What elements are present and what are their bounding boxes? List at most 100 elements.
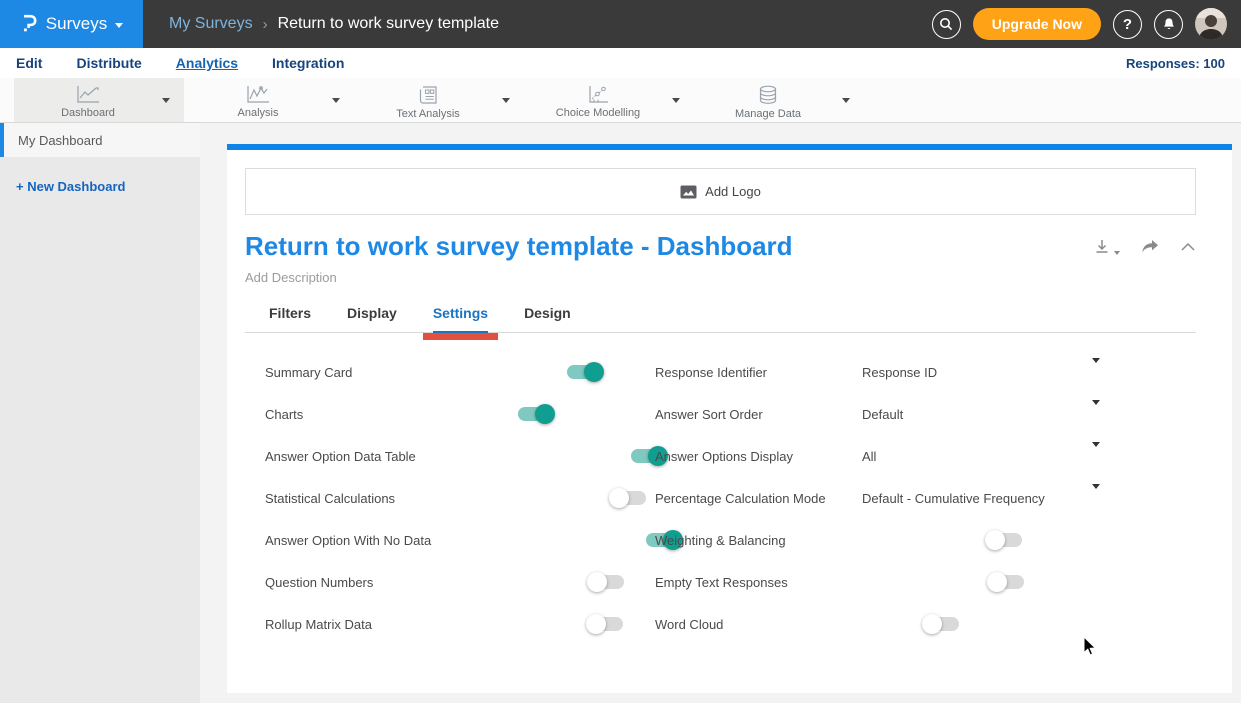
dropdown-caret-icon[interactable]: [1092, 400, 1100, 423]
setting-label: Word Cloud: [655, 616, 724, 632]
tab-settings-label: Settings: [432, 305, 489, 321]
analysis-dropdown-caret-icon[interactable]: [332, 97, 340, 103]
setting-row-question-numbers: Question Numbers: [245, 561, 655, 603]
database-icon: [759, 85, 777, 104]
chevron-down-icon: [115, 22, 124, 28]
toolbar-label: Text Analysis: [396, 107, 460, 120]
tab-display[interactable]: Display: [347, 305, 397, 321]
bell-icon: [1163, 17, 1174, 29]
setting-row-weighting-balancing: Weighting & Balancing: [655, 519, 1196, 561]
setting-label: Response Identifier: [655, 364, 768, 380]
toolbar-group-text-analysis: Text Analysis: [354, 78, 524, 122]
toolbar-label: Dashboard: [61, 107, 115, 119]
toggle-knob: [984, 530, 1005, 550]
statistical-calculations-toggle[interactable]: [609, 488, 647, 508]
download-caret-icon: [1114, 251, 1120, 255]
settings-panel: Summary Card Charts Answer Option Data T…: [245, 351, 1196, 645]
weighting-balancing-toggle[interactable]: [984, 530, 1022, 550]
nav-item-analytics[interactable]: Analytics: [175, 55, 239, 71]
breadcrumb-parent-link[interactable]: My Surveys: [169, 15, 253, 32]
toggle-knob: [922, 614, 943, 634]
tab-filters[interactable]: Filters: [269, 305, 312, 321]
red-annotation-marker: [422, 333, 499, 340]
toolbar-group-manage-data: Manage Data: [694, 78, 864, 122]
toggle-knob: [587, 572, 608, 592]
breadcrumb: My Surveys › Return to work survey templ…: [169, 15, 499, 33]
nav-item-integration[interactable]: Integration: [272, 55, 345, 71]
manage-data-dropdown-caret-icon[interactable]: [842, 97, 850, 103]
avatar[interactable]: [1195, 8, 1227, 40]
new-dashboard-button[interactable]: + New Dashboard: [16, 179, 126, 194]
setting-label: Answer Option Data Table: [265, 448, 416, 464]
toolbar-item-dashboard[interactable]: Dashboard: [14, 81, 162, 119]
setting-row-rollup-matrix-data: Rollup Matrix Data: [245, 603, 655, 645]
search-icon: [940, 18, 953, 31]
share-button[interactable]: [1140, 239, 1160, 255]
toolbar-item-analysis[interactable]: Analysis: [184, 81, 332, 119]
nav-item-distribute[interactable]: Distribute: [76, 55, 142, 71]
toggle-knob: [663, 530, 684, 550]
text-analysis-dropdown-caret-icon[interactable]: [502, 97, 510, 103]
help-button[interactable]: ?: [1113, 9, 1142, 39]
settings-column-right: Response Identifier Response ID Answer S…: [655, 351, 1196, 645]
question-numbers-toggle[interactable]: [587, 572, 625, 592]
line-chart-icon: [77, 86, 99, 103]
dashboard-card: Add Logo Return to work survey template …: [227, 150, 1232, 693]
word-cloud-toggle[interactable]: [922, 614, 960, 634]
upgrade-now-button[interactable]: Upgrade Now: [972, 8, 1101, 40]
rollup-matrix-data-toggle[interactable]: [585, 614, 623, 634]
settings-tabs: Filters Display Settings Design: [245, 305, 1196, 340]
setting-row-statistical-calculations: Statistical Calculations: [245, 477, 655, 519]
share-icon: [1142, 240, 1158, 253]
dashboard-main: Add Logo Return to work survey template …: [200, 123, 1241, 703]
questionpro-logo-icon: [23, 14, 37, 32]
setting-row-summary-card: Summary Card: [245, 351, 655, 393]
download-button[interactable]: [1093, 239, 1120, 255]
percentage-calculation-mode-select[interactable]: Default - Cumulative Frequency: [862, 490, 1045, 506]
toolbar-item-text-analysis[interactable]: Text Analysis: [354, 81, 502, 120]
setting-row-empty-text-responses: Empty Text Responses: [655, 561, 1196, 603]
charts-toggle[interactable]: [518, 404, 556, 424]
toolbar-group-dashboard: Dashboard: [14, 78, 184, 122]
answer-option-data-table-toggle[interactable]: [630, 446, 668, 466]
answer-sort-order-select[interactable]: Default: [862, 406, 904, 422]
dropdown-caret-icon[interactable]: [1092, 484, 1100, 507]
accent-bar: [227, 144, 1232, 150]
add-logo-button[interactable]: Add Logo: [245, 168, 1196, 215]
survey-nav: Edit Distribute Analytics Integration Re…: [0, 48, 1241, 78]
dropdown-caret-icon[interactable]: [1092, 358, 1100, 381]
add-description[interactable]: Add Description: [245, 270, 337, 285]
response-identifier-select[interactable]: Response ID: [862, 364, 938, 380]
choice-modelling-dropdown-caret-icon[interactable]: [672, 97, 680, 103]
dropdown-caret-icon[interactable]: [1092, 442, 1100, 465]
collapse-button[interactable]: [1180, 242, 1196, 252]
product-name: Surveys: [45, 14, 108, 33]
toolbar-item-choice-modelling[interactable]: Choice Modelling: [524, 81, 672, 119]
notifications-button[interactable]: [1154, 9, 1183, 39]
toolbar-group-analysis: Analysis: [184, 78, 354, 122]
tab-design[interactable]: Design: [524, 305, 571, 321]
toggle-knob: [584, 362, 605, 382]
sidebar-item-label: My Dashboard: [18, 132, 103, 148]
setting-row-percentage-calculation-mode: Percentage Calculation Mode Default - Cu…: [655, 477, 1196, 519]
setting-row-response-identifier: Response Identifier Response ID: [655, 351, 1196, 393]
toolbar-label: Analysis: [237, 107, 279, 119]
toggle-knob: [647, 446, 668, 466]
toolbar-label: Manage Data: [734, 107, 802, 120]
summary-card-toggle[interactable]: [567, 362, 605, 382]
dashboard-dropdown-caret-icon[interactable]: [162, 97, 170, 103]
setting-label: Statistical Calculations: [265, 490, 396, 506]
setting-label: Answer Sort Order: [655, 406, 763, 422]
empty-text-responses-toggle[interactable]: [986, 572, 1024, 592]
page-title[interactable]: Return to work survey template - Dashboa…: [245, 231, 793, 261]
tab-settings[interactable]: Settings: [422, 305, 499, 340]
answer-option-with-no-data-toggle[interactable]: [646, 530, 684, 550]
search-button[interactable]: [931, 9, 961, 39]
sidebar-item-my-dashboard[interactable]: My Dashboard: [0, 123, 200, 157]
product-switcher[interactable]: Surveys: [0, 0, 143, 48]
setting-label: Answer Options Display: [655, 448, 793, 464]
answer-options-display-select[interactable]: All: [862, 448, 877, 464]
image-icon: [680, 185, 697, 198]
toolbar-item-manage-data[interactable]: Manage Data: [694, 81, 842, 120]
nav-item-edit[interactable]: Edit: [16, 55, 43, 71]
